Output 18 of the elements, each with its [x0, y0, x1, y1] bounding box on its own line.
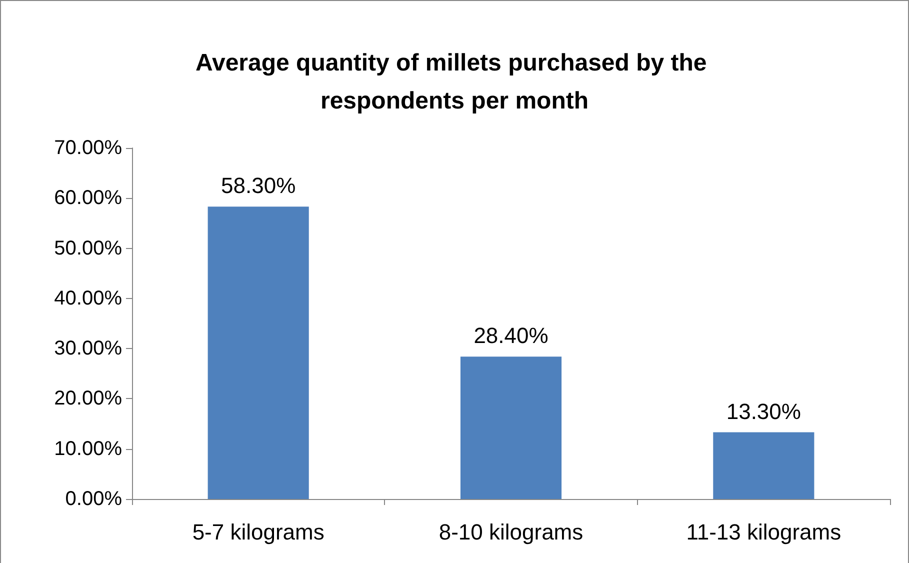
data-label: 28.40%	[474, 323, 548, 348]
y-tick-label: 40.00%	[54, 287, 122, 310]
y-tick-label: 10.00%	[54, 438, 122, 460]
y-tick-label: 60.00%	[54, 187, 122, 210]
y-tick-label: 20.00%	[54, 388, 122, 410]
bar	[460, 356, 562, 499]
y-tick-label: 50.00%	[54, 237, 122, 260]
y-tick-label: 30.00%	[54, 338, 122, 360]
y-tick-label: 70.00%	[54, 137, 122, 159]
bar	[208, 206, 309, 499]
data-label: 58.30%	[221, 173, 296, 198]
x-tick-label: 8-10 kilograms	[438, 520, 584, 544]
y-tick-label: 0.00%	[65, 488, 122, 510]
chart-title: Average quantity of millets purchased by the respondents per month	[196, 50, 714, 114]
x-tick-label: 11-13 kilograms	[686, 520, 842, 544]
bar	[713, 432, 814, 499]
x-tick-label: 5-7 kilograms	[192, 520, 324, 544]
data-label: 13.30%	[726, 398, 801, 424]
